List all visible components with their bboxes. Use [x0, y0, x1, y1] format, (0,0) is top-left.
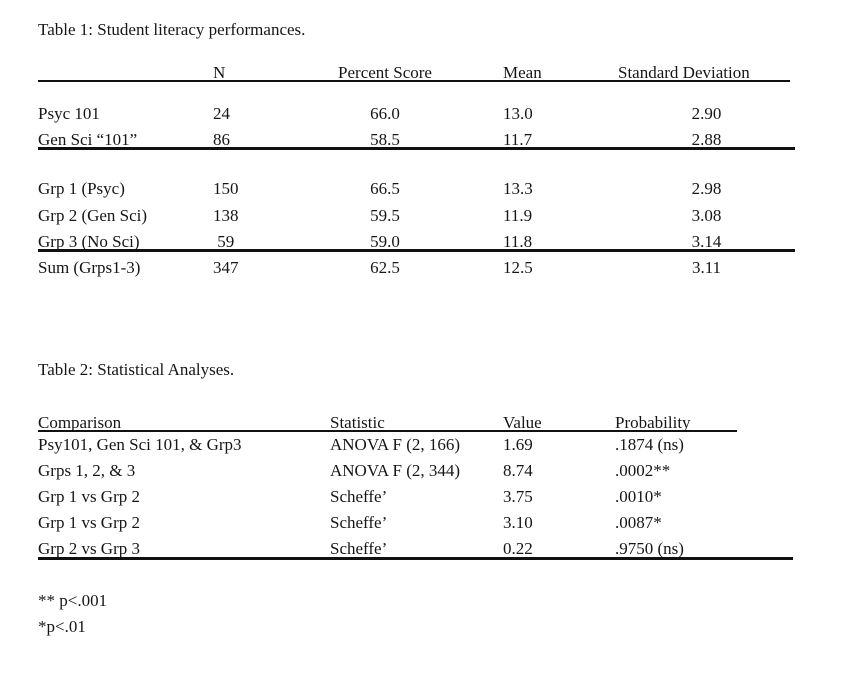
table-row: Psyc 101 24 66.0 13.0 2.90 — [38, 104, 795, 124]
table2: Comparison Statistic Value Probability P… — [38, 412, 795, 562]
table1-header-row: N Percent Score Mean Standard Deviation — [38, 63, 795, 83]
table-cell: 59.5 — [370, 206, 400, 225]
table-cell: 59.0 — [370, 232, 400, 251]
table-row: Grp 2 (Gen Sci) 138 59.5 11.9 3.08 — [38, 206, 795, 226]
table-cell: .1874 (ns) — [615, 435, 684, 454]
column-header: Value — [503, 413, 542, 432]
table1-header-rule — [38, 80, 790, 82]
table-cell: 3.14 — [691, 232, 722, 251]
table1-title: Table 1: Student literacy performances. — [38, 20, 306, 39]
table-cell: 8.74 — [503, 461, 533, 480]
table-cell: 11.7 — [503, 130, 533, 149]
table-cell: ANOVA F (2, 344) — [330, 461, 461, 480]
table-cell: 59 — [213, 232, 235, 251]
footnote-p-001: ** p<.001 — [38, 591, 108, 610]
table-cell: 66.0 — [370, 104, 400, 123]
row-label: Grp 1 vs Grp 2 — [38, 513, 140, 532]
table-row: Grp 2 vs Grp 3 Scheffe’ 0.22 .9750 (ns) — [38, 539, 793, 559]
table2-title: Table 2: Statistical Analyses. — [38, 360, 235, 379]
row-label: Grp 1 (Psyc) — [38, 179, 125, 198]
row-label: Gen Sci “101” — [38, 130, 138, 149]
table-row: Grp 1 vs Grp 2 Scheffe’ 3.75 .0010* — [38, 487, 793, 507]
table-cell: 1.69 — [503, 435, 533, 454]
table-row: Grp 1 vs Grp 2 Scheffe’ 3.10 .0087* — [38, 513, 793, 533]
table-cell: Scheffe’ — [330, 539, 388, 558]
row-label: Grp 1 vs Grp 2 — [38, 487, 140, 506]
row-label: Psy101, Gen Sci 101, & Grp3 — [38, 435, 242, 454]
table-cell: .0010* — [615, 487, 662, 506]
footnote-p-01: *p<.01 — [38, 617, 86, 636]
table-row: Gen Sci “101” 86 58.5 11.7 2.88 — [38, 130, 795, 150]
row-label: Psyc 101 — [38, 104, 100, 123]
row-label: Grp 3 (No Sci) — [38, 232, 140, 251]
table-row: Grp 3 (No Sci) 59 59.0 11.8 3.14 — [38, 232, 795, 252]
table2-header-row: Comparison Statistic Value Probability — [38, 413, 793, 433]
table-cell: 62.5 — [370, 258, 400, 277]
table-row: Sum (Grps1-3) 347 62.5 12.5 3.11 — [38, 258, 795, 278]
table-cell: 11.8 — [503, 232, 533, 251]
table-row: Psy101, Gen Sci 101, & Grp3 ANOVA F (2, … — [38, 435, 793, 455]
table-cell: 2.90 — [691, 104, 722, 123]
row-label: Grps 1, 2, & 3 — [38, 461, 136, 480]
table-cell: 13.0 — [503, 104, 533, 123]
table-cell: .0002** — [615, 461, 671, 480]
table2-bottom-rule — [38, 557, 793, 560]
table-cell: 2.98 — [691, 179, 722, 198]
table-cell: 13.3 — [503, 179, 533, 198]
row-label: Sum (Grps1-3) — [38, 258, 141, 277]
table1-bottom-rule — [38, 249, 795, 252]
row-label: Grp 2 (Gen Sci) — [38, 206, 148, 225]
table-cell: 3.11 — [691, 258, 722, 277]
table-cell: 58.5 — [370, 130, 400, 149]
table-cell: 2.88 — [691, 130, 722, 149]
column-header: N — [213, 63, 226, 82]
table-cell: 347 — [213, 258, 239, 277]
column-header: Statistic — [330, 413, 385, 432]
table-cell: Scheffe’ — [330, 487, 388, 506]
table-cell: 3.08 — [691, 206, 722, 225]
table-cell: 86 — [213, 130, 230, 149]
column-header: Comparison — [38, 413, 122, 432]
table2-header-rule — [38, 430, 737, 432]
table-cell: ANOVA F (2, 166) — [330, 435, 461, 454]
table-cell: 11.9 — [503, 206, 533, 225]
table-row: Grps 1, 2, & 3 ANOVA F (2, 344) 8.74 .00… — [38, 461, 793, 481]
table-cell: 3.10 — [503, 513, 533, 532]
table-cell: 150 — [213, 179, 239, 198]
table1-section-rule — [38, 147, 795, 150]
column-header: Mean — [503, 63, 542, 82]
table-row: Grp 1 (Psyc) 150 66.5 13.3 2.98 — [38, 179, 795, 199]
table-cell: 66.5 — [370, 179, 400, 198]
table-cell: 12.5 — [503, 258, 533, 277]
table-cell: .9750 (ns) — [615, 539, 684, 558]
row-label: Grp 2 vs Grp 3 — [38, 539, 140, 558]
table-cell: .0087* — [615, 513, 662, 532]
table-cell: 138 — [213, 206, 239, 225]
table-cell: Scheffe’ — [330, 513, 388, 532]
column-header: Standard Deviation — [618, 63, 750, 82]
column-header: Percent Score — [338, 63, 432, 82]
table-cell: 3.75 — [503, 487, 533, 506]
column-header: Probability — [615, 413, 691, 432]
table-cell: 0.22 — [503, 539, 533, 558]
table1: N Percent Score Mean Standard Deviation … — [38, 60, 795, 280]
table-cell: 24 — [213, 104, 230, 123]
